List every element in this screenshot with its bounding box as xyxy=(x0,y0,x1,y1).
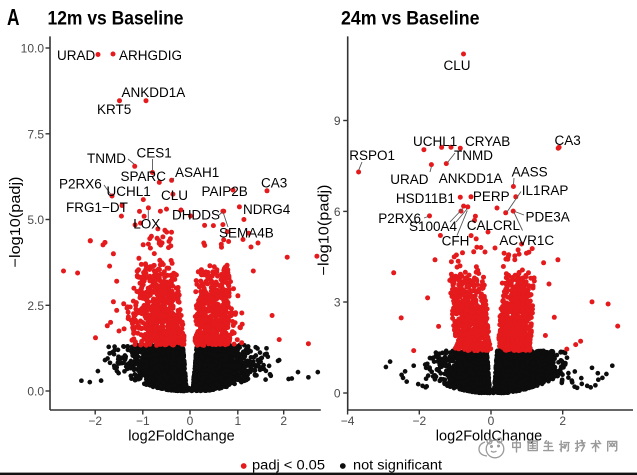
svg-text:10.0: 10.0 xyxy=(21,42,45,56)
svg-text:0: 0 xyxy=(488,414,495,428)
svg-text:1: 1 xyxy=(234,414,241,428)
svg-text:5.0: 5.0 xyxy=(27,213,44,227)
svg-text:7.5: 7.5 xyxy=(27,127,44,141)
svg-text:2: 2 xyxy=(559,414,566,428)
svg-text:−1: −1 xyxy=(136,414,150,428)
svg-text:−2: −2 xyxy=(412,414,426,428)
svg-text:−4: −4 xyxy=(341,414,355,428)
svg-text:log2FoldChange: log2FoldChange xyxy=(436,428,542,444)
svg-text:−log10(padj): −log10(padj) xyxy=(317,185,333,276)
svg-text:log2FoldChange: log2FoldChange xyxy=(128,428,234,444)
svg-text:0: 0 xyxy=(334,387,341,401)
svg-text:0.0: 0.0 xyxy=(27,385,44,399)
svg-text:2.5: 2.5 xyxy=(27,299,44,313)
svg-text:6: 6 xyxy=(334,205,341,219)
svg-text:3: 3 xyxy=(334,296,341,310)
svg-text:2: 2 xyxy=(280,414,287,428)
svg-text:9: 9 xyxy=(334,114,341,128)
svg-text:−2: −2 xyxy=(88,414,102,428)
svg-text:−log10(padj): −log10(padj) xyxy=(8,177,24,268)
svg-text:0: 0 xyxy=(187,414,194,428)
